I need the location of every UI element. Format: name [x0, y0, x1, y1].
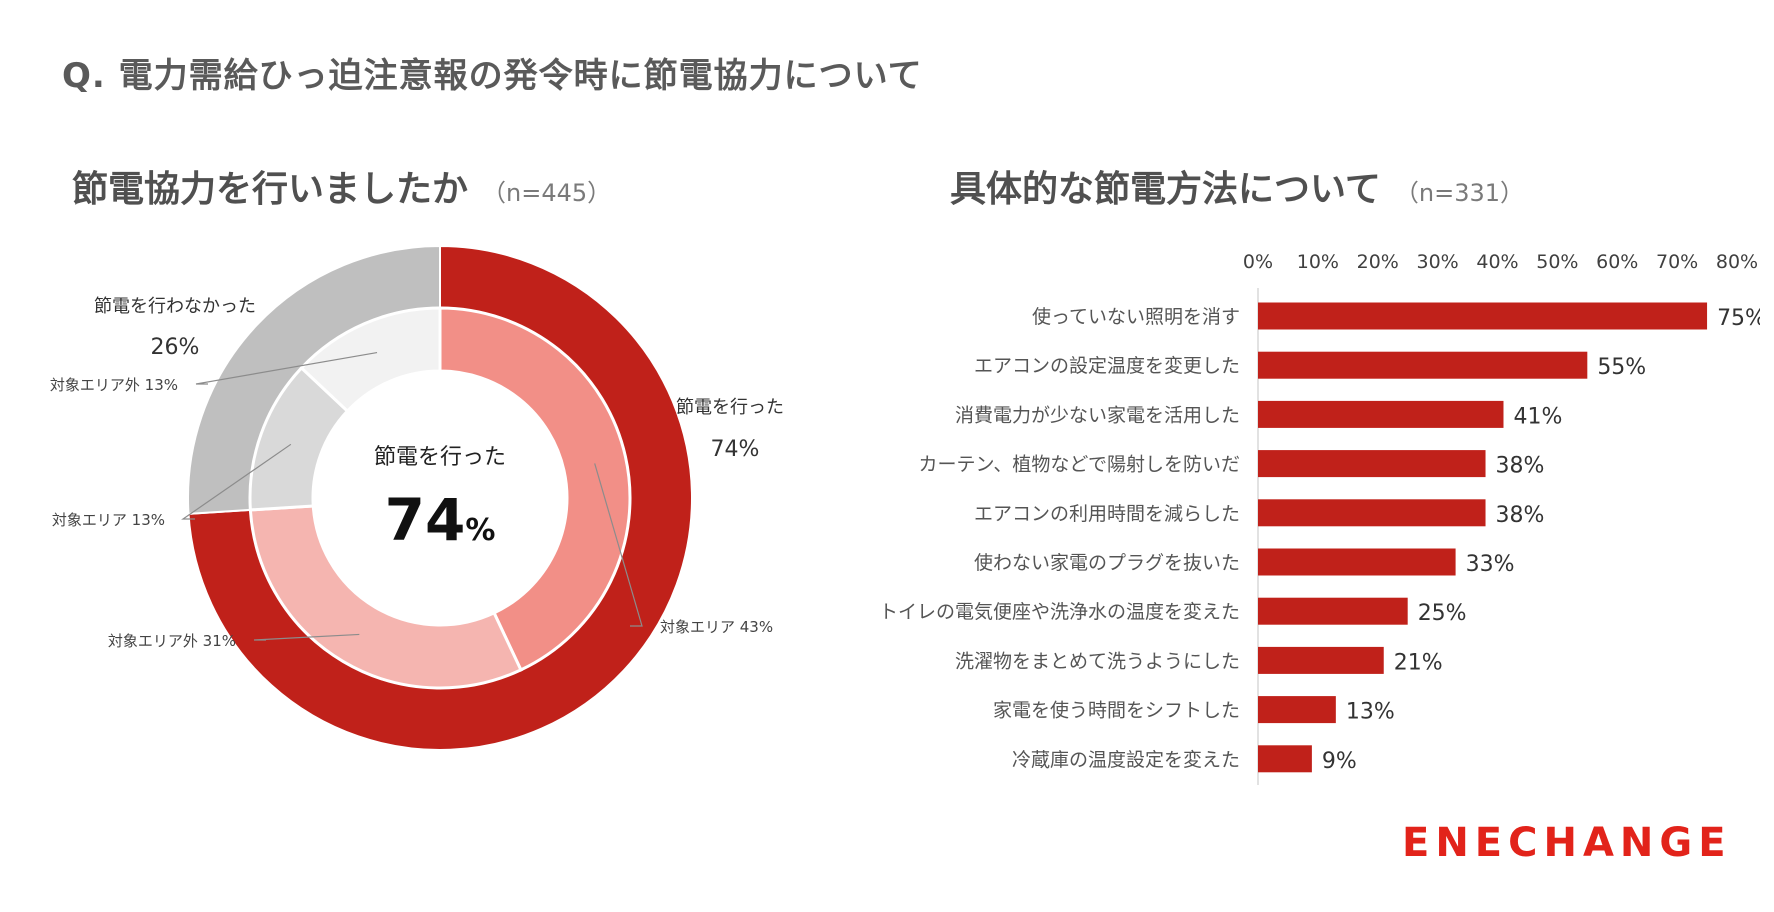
bar-value-label: 41%: [1513, 404, 1562, 429]
donut-outer-label: 節電を行った: [676, 397, 784, 418]
bar-value-label: 33%: [1466, 552, 1515, 577]
donut-center-label: 節電を行った: [374, 445, 506, 470]
bar-sample-size: （n=331）: [1394, 179, 1525, 207]
donut-leader-line: [181, 443, 292, 520]
bar-title-text: 具体的な節電方法について: [950, 169, 1381, 210]
bar: [1258, 499, 1486, 527]
bar: [1258, 696, 1336, 724]
bar: [1258, 646, 1384, 674]
bar-axis-tick-label: 50%: [1536, 251, 1578, 273]
donut-inner-segment: [438, 306, 632, 672]
donut-chart-title: 節電協力を行いましたか （n=445）: [72, 160, 611, 212]
bar-chart: 0% 10% 20% 30% 40% 50% 60% 70% 80% 使っていない照明を消す 75%…: [879, 251, 1760, 785]
bar-value-label: 38%: [1496, 503, 1545, 528]
donut-inner-label: 対象エリア 43%: [660, 618, 773, 636]
bar-category-label: 使っていない照明を消す: [1032, 306, 1240, 328]
donut-center-unit: %: [465, 513, 495, 548]
bar-axis-tick-label: 20%: [1357, 251, 1399, 273]
donut-title-text: 節電協力を行いましたか: [72, 169, 469, 210]
bar-category-label: 冷蔵庫の温度設定を変えた: [1012, 749, 1240, 771]
enechange-logo: ENECHANGE: [1402, 820, 1732, 866]
donut-outer-label: 節電を行わなかった: [94, 296, 256, 317]
bar-value-label: 9%: [1322, 749, 1357, 774]
donut-inner-label: 対象エリア 13%: [52, 511, 165, 529]
bar: [1258, 450, 1486, 478]
donut-inner-segment: [299, 306, 442, 414]
bar: [1258, 548, 1456, 576]
donut-leader-line: [195, 351, 378, 385]
bar-axis-tick-label: 70%: [1656, 251, 1698, 273]
donut-chart: 節電を行った 74% 節電を行った 74% 節電を行わなかった 26% 対象エリア 43% 対…: [50, 244, 784, 751]
bar: [1258, 400, 1504, 428]
bar-category-label: エアコンの利用時間を減らした: [974, 503, 1240, 525]
bar-category-label: 洗濯物をまとめて洗うようにした: [955, 650, 1240, 672]
bar-value-label: 55%: [1597, 355, 1646, 380]
bar: [1258, 351, 1588, 379]
bar-value-label: 21%: [1394, 650, 1443, 675]
donut-outer-value: 26%: [151, 335, 200, 360]
donut-inner-segment: [248, 504, 523, 690]
bar-chart-title: 具体的な節電方法について （n=331）: [950, 160, 1524, 212]
bar-axis-tick-label: 0%: [1243, 251, 1273, 273]
bar-axis-tick-label: 40%: [1476, 251, 1518, 273]
page-title: Q. 電力需給ひっ迫注意報の発令時に節電協力について: [62, 56, 923, 96]
bar-axis-tick-label: 60%: [1596, 251, 1638, 273]
bar-value-label: 25%: [1418, 601, 1467, 626]
bar-category-label: 家電を使う時間をシフトした: [993, 700, 1240, 722]
bar-category-label: トイレの電気便座や洗浄水の温度を変えた: [879, 601, 1240, 623]
bar: [1258, 745, 1312, 773]
bar-value-label: 13%: [1346, 700, 1395, 725]
donut-inner-label: 対象エリア外 31%: [108, 632, 236, 650]
bar-axis-tick-label: 80%: [1716, 251, 1758, 273]
donut-sample-size: （n=445）: [482, 179, 612, 207]
bar: [1258, 597, 1408, 625]
donut-center-number: 74: [385, 486, 466, 554]
bar-category-label: カーテン、植物などで陽射しを防いだ: [919, 454, 1240, 476]
bar: [1258, 302, 1708, 330]
bar-value-label: 38%: [1496, 454, 1545, 479]
bar-axis-tick-label: 10%: [1297, 251, 1339, 273]
donut-leader-line: [253, 633, 360, 641]
bar-category-label: 消費電力が少ない家電を活用した: [955, 404, 1240, 426]
donut-center-value: 74%: [385, 486, 496, 554]
donut-inner-label: 対象エリア外 13%: [50, 376, 178, 394]
bar-value-label: 75%: [1717, 306, 1760, 331]
bar-category-label: 使わない家電のプラグを抜いた: [974, 552, 1240, 574]
donut-leader-line: [594, 463, 643, 627]
donut-outer-value: 74%: [711, 437, 760, 462]
bar-axis-tick-label: 30%: [1417, 251, 1459, 273]
bar-category-label: エアコンの設定温度を変更した: [974, 355, 1240, 377]
